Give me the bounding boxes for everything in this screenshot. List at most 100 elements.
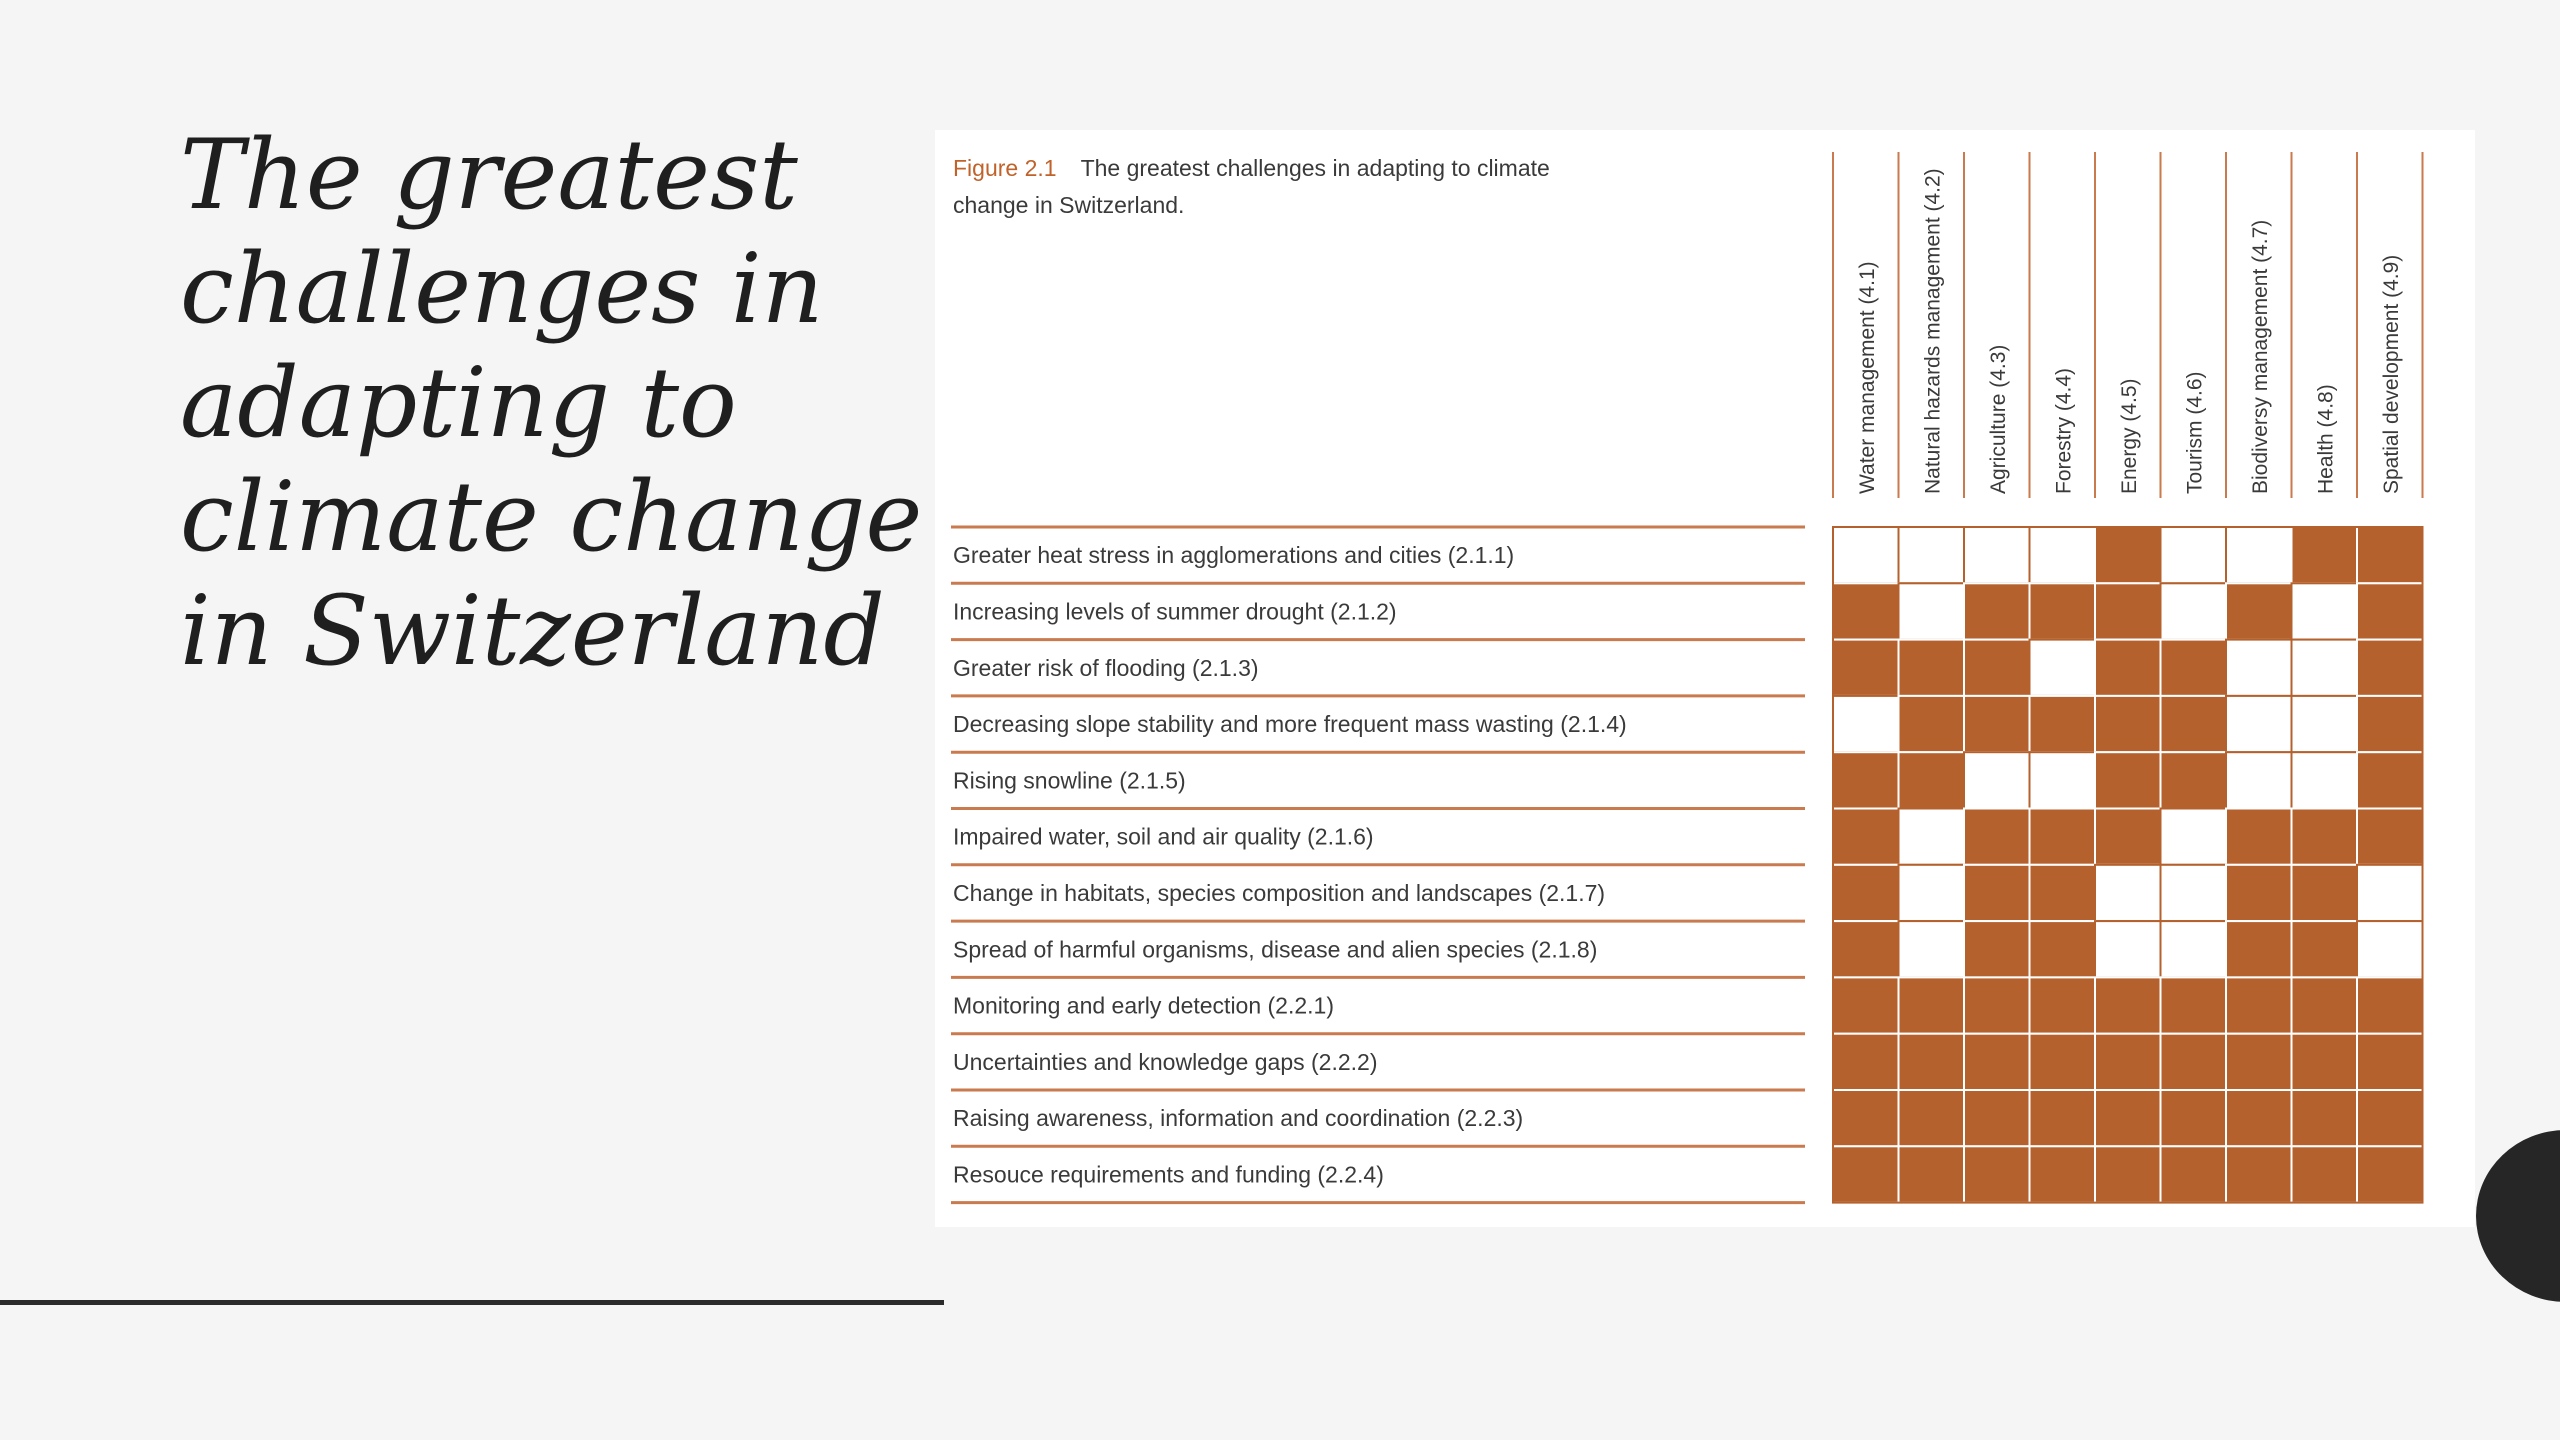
matrix-cell-empty (2290, 694, 2358, 754)
matrix-cell-filled (1832, 638, 1900, 697)
matrix-cell-empty (2159, 807, 2227, 866)
matrix-cell-empty (2094, 863, 2162, 923)
title-line: challenges in (180, 233, 824, 345)
matrix-cell-filled (1832, 863, 1900, 923)
column-header: Water management (4.1) (1856, 261, 1879, 494)
title-line: in Switzerland (180, 575, 885, 687)
matrix-cell-empty (2356, 863, 2424, 923)
matrix-cell-empty (1963, 526, 2031, 585)
matrix-cell-filled (2356, 638, 2424, 697)
row-label: Impaired water, soil and air quality (2.… (953, 824, 1374, 850)
matrix-cell-filled (2159, 1145, 2227, 1204)
matrix-cell-filled (2094, 582, 2162, 641)
slide-title: The greatest challenges in adapting to c… (180, 118, 940, 688)
matrix-cell-filled (2356, 751, 2424, 810)
matrix-cell-filled (1963, 920, 2031, 979)
matrix-cell-empty (2290, 751, 2358, 810)
matrix-cell-empty (2225, 751, 2293, 810)
matrix-cell-empty (2225, 526, 2293, 585)
column-header: Agriculture (4.3) (1987, 345, 2010, 494)
matrix-cell-filled (1963, 1145, 2031, 1204)
row-label: Rising snowline (2.1.5) (953, 767, 1186, 793)
matrix-cell-filled (2225, 1089, 2293, 1148)
matrix-cell-filled (1963, 582, 2031, 641)
matrix-cell-filled (1963, 1032, 2031, 1092)
title-line: climate change (180, 461, 923, 573)
matrix-cell-empty (1832, 526, 1900, 585)
matrix-cell-filled (2290, 526, 2358, 585)
matrix-cell-filled (1897, 638, 1965, 697)
matrix-cell-filled (2356, 1089, 2424, 1148)
matrix-cell-filled (2094, 638, 2162, 697)
matrix-cell-filled (1963, 694, 2031, 754)
caption-line-1: The greatest challenges in adapting to c… (1080, 155, 1550, 181)
matrix-cell-empty (1963, 751, 2031, 810)
matrix-cell-empty (2159, 863, 2227, 923)
matrix-cell-filled (2094, 526, 2162, 585)
matrix-cell-filled (2356, 526, 2424, 585)
matrix-cell-filled (2094, 976, 2162, 1035)
matrix-cell-filled (2225, 1145, 2293, 1204)
matrix-cell-filled (2028, 1089, 2096, 1148)
matrix-cell-empty (2290, 638, 2358, 697)
matrix-cell-filled (1832, 1145, 1900, 1204)
column-header: Tourism (4.6) (2183, 371, 2206, 494)
figure-number: Figure 2.1 (953, 155, 1057, 181)
matrix-cell-filled (2225, 1032, 2293, 1092)
matrix-cell-filled (2159, 1032, 2227, 1092)
matrix-border (1832, 526, 2424, 1204)
matrix-cell-empty (2159, 920, 2227, 979)
row-label: Increasing levels of summer drought (2.1… (953, 598, 1397, 624)
matrix-cell-filled (1832, 807, 1900, 866)
matrix-cell-filled (2290, 1032, 2358, 1092)
matrix-cell-filled (2290, 1145, 2358, 1204)
matrix-cell-filled (1832, 920, 1900, 979)
matrix-cell-filled (2094, 694, 2162, 754)
matrix-cell-empty (2225, 694, 2293, 754)
matrix-cell-filled (2225, 863, 2293, 923)
matrix-cell-empty (1832, 694, 1900, 754)
matrix-cell-filled (2290, 1089, 2358, 1148)
row-label: Decreasing slope stability and more freq… (953, 711, 1627, 737)
matrix-cell-filled (1897, 751, 1965, 810)
challenge-matrix: Water management (4.1) Natural hazards ma… (951, 152, 2424, 1205)
column-header: Forestry (4.4) (2052, 368, 2075, 494)
matrix-cell-filled (2159, 976, 2227, 1035)
matrix-cell-filled (1963, 976, 2031, 1035)
matrix-cell-filled (1963, 807, 2031, 866)
row-label: Uncertainties and knowledge gaps (2.2.2) (953, 1049, 1377, 1075)
matrix-cell-filled (2028, 694, 2096, 754)
caption-line-2: change in Switzerland. (953, 192, 1185, 218)
matrix-cell-filled (2225, 976, 2293, 1035)
decorative-circle (2476, 1130, 2560, 1302)
column-header: Biodiversy management (4.7) (2249, 220, 2272, 494)
matrix-cell-empty (2290, 582, 2358, 641)
matrix-cell-filled (2028, 920, 2096, 979)
matrix-cell-empty (1897, 920, 1965, 979)
matrix-cell-filled (2356, 1145, 2424, 1204)
matrix-cell-filled (1832, 1089, 1900, 1148)
matrix-cell-empty (1897, 526, 1965, 585)
matrix-cell-filled (2028, 863, 2096, 923)
matrix-cell-filled (2094, 807, 2162, 866)
matrix-cell-filled (2356, 1032, 2424, 1092)
matrix-cell-empty (2028, 751, 2096, 810)
row-label: Resouce requirements and funding (2.2.4) (953, 1161, 1384, 1187)
title-divider (0, 1300, 944, 1305)
matrix-cell-filled (2225, 807, 2293, 866)
matrix-cell-filled (2028, 807, 2096, 866)
column-header: Natural hazards management (4.2) (1921, 168, 1944, 494)
title-line: adapting to (180, 347, 737, 459)
matrix-cell-empty (1897, 863, 1965, 923)
figure-panel: Figure 2.1 The greatest challenges in ada… (935, 130, 2475, 1227)
matrix-cell-filled (2356, 976, 2424, 1035)
matrix-cell-filled (1832, 1032, 1900, 1092)
matrix-cell-filled (1897, 976, 1965, 1035)
matrix-cell-empty (2159, 582, 2227, 641)
matrix-cell-filled (2290, 863, 2358, 923)
matrix-cell-empty (1897, 582, 1965, 641)
column-header: Health (4.8) (2314, 384, 2337, 494)
row-label: Greater risk of flooding (2.1.3) (953, 655, 1259, 681)
matrix-cell-filled (2159, 638, 2227, 697)
matrix-cell-filled (2094, 751, 2162, 810)
